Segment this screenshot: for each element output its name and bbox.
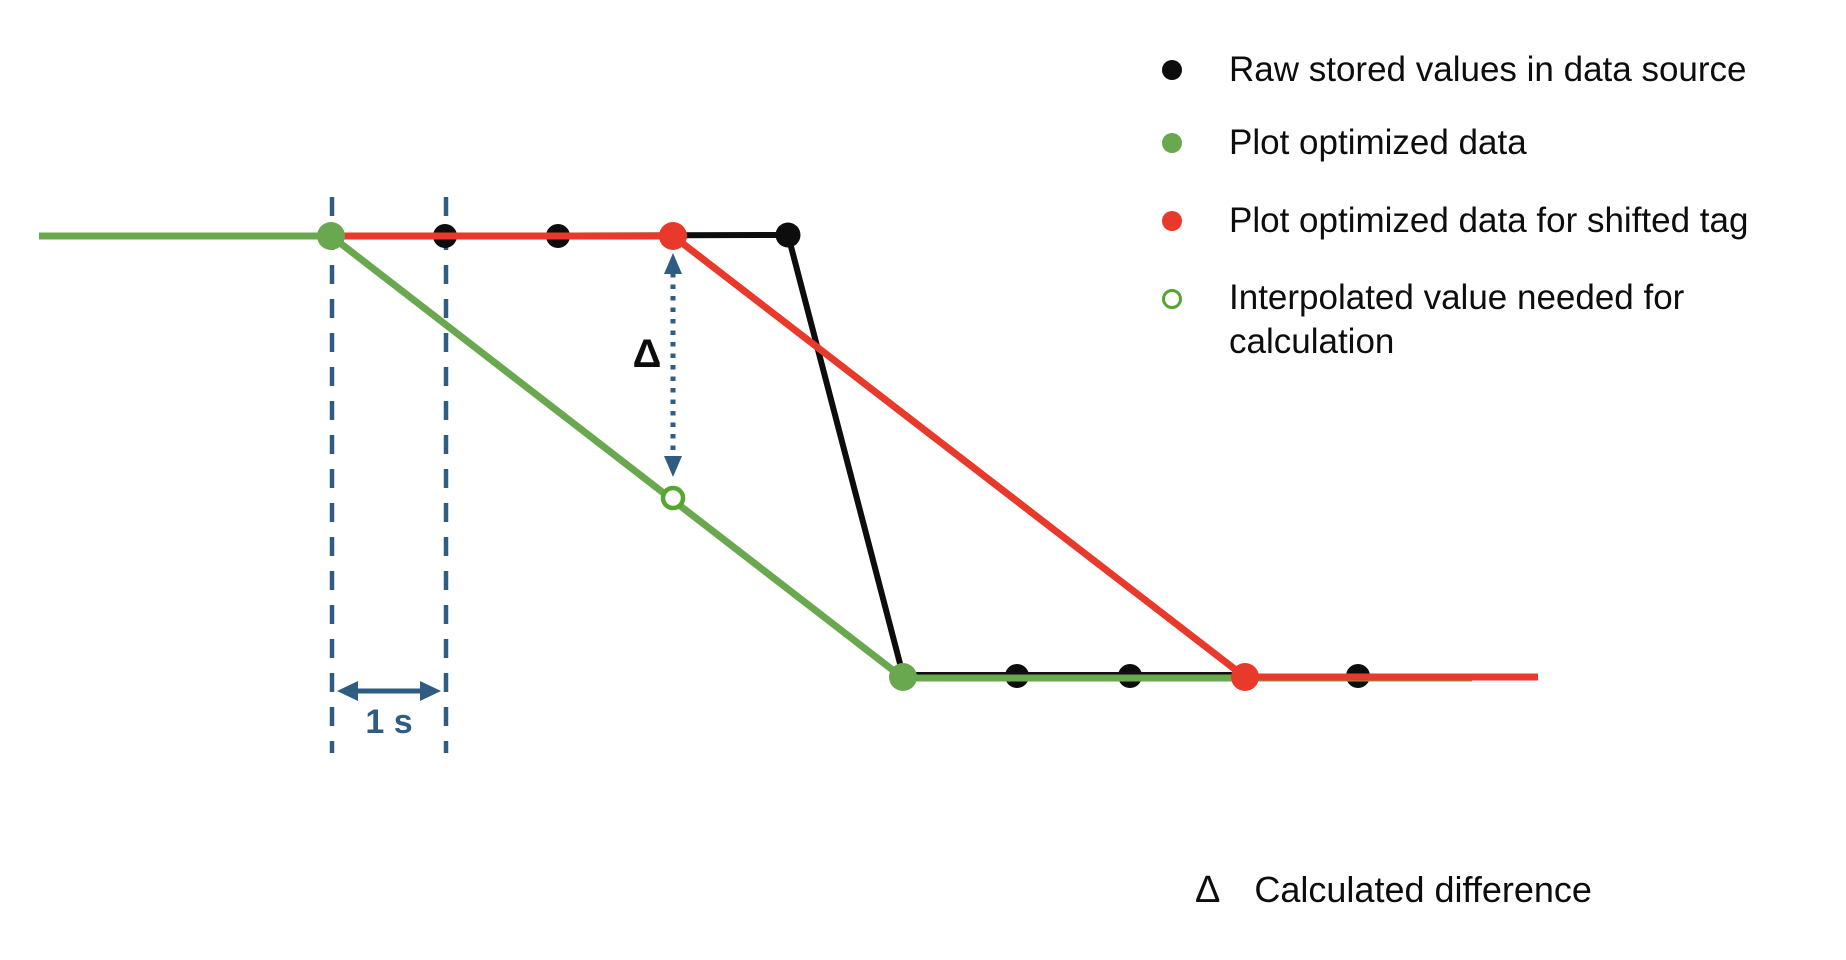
legend-label: Plot optimized data bbox=[1229, 123, 1527, 162]
delta-arrowhead-down bbox=[664, 456, 682, 477]
interval-arrowhead-left bbox=[337, 681, 358, 701]
raw-value-dots bbox=[433, 222, 1370, 688]
black-dot-icon bbox=[1162, 60, 1182, 80]
legend-item-raw: Raw stored values in data source bbox=[1162, 48, 1747, 92]
interval-arrow bbox=[337, 681, 441, 701]
legend-label: Plot optimized data for shifted tag bbox=[1229, 201, 1749, 240]
shifted-dot-end bbox=[1231, 663, 1259, 691]
optimized-dot-end bbox=[889, 663, 917, 691]
delta-arrowhead-up bbox=[664, 253, 682, 274]
optimized-series-line bbox=[39, 232, 1472, 682]
red-dot-icon bbox=[1162, 211, 1182, 231]
raw-series-line bbox=[330, 231, 1243, 678]
shifted-dot-start bbox=[659, 222, 687, 250]
shifted-series-line bbox=[331, 232, 1538, 681]
delta-arrow bbox=[664, 253, 682, 477]
delta-symbol-label: Δ bbox=[632, 332, 662, 376]
legend-label: Raw stored values in data source bbox=[1229, 50, 1747, 89]
interval-label: 1 s bbox=[365, 703, 413, 741]
interval-arrowhead-right bbox=[420, 681, 441, 701]
delta-note-symbol: Δ bbox=[1195, 869, 1221, 911]
legend-item-interpolated: Interpolated value needed for calculatio… bbox=[1162, 276, 1789, 364]
delta-note: Δ Calculated difference bbox=[1195, 868, 1592, 912]
legend-item-optimized: Plot optimized data bbox=[1162, 121, 1527, 165]
green-dot-icon bbox=[1162, 133, 1182, 153]
open-circle-icon bbox=[1162, 289, 1182, 309]
delta-note-text: Calculated difference bbox=[1254, 869, 1592, 910]
legend-label: Interpolated value needed for calculatio… bbox=[1229, 278, 1685, 361]
optimized-dot-start bbox=[317, 222, 345, 250]
legend-item-shifted: Plot optimized data for shifted tag bbox=[1162, 199, 1748, 243]
interpolated-value-marker bbox=[660, 485, 686, 511]
